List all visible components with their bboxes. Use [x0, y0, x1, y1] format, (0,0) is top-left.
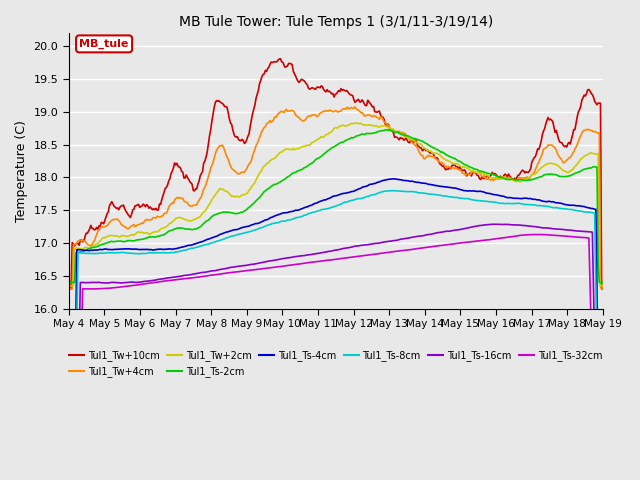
Tul1_Tw+10cm [243, 137, 251, 143]
Tul1_Ts-8cm [518, 201, 525, 207]
Tul1_Ts-8cm [512, 201, 520, 206]
Tul1_Ts-2cm [243, 207, 251, 213]
Tul1_Ts-16cm [488, 221, 496, 227]
Line: Tul1_Ts-2cm: Tul1_Ts-2cm [68, 130, 603, 283]
Tul1_Tw+10cm [76, 242, 83, 248]
Tul1_Ts-4cm [498, 193, 506, 199]
Tul1_Tw+4cm [243, 166, 251, 172]
Tul1_Ts-2cm [65, 280, 72, 286]
Tul1_Tw+2cm [353, 120, 361, 126]
Tul1_Ts-8cm [76, 250, 83, 255]
Tul1_Tw+4cm [65, 286, 72, 292]
Tul1_Tw+4cm [76, 238, 83, 244]
Tul1_Tw+2cm [518, 179, 525, 184]
Tul1_Tw+4cm [351, 104, 359, 109]
Line: Tul1_Tw+10cm: Tul1_Tw+10cm [68, 59, 603, 289]
Tul1_Ts-4cm [518, 196, 525, 202]
Tul1_Ts-16cm [518, 222, 525, 228]
Tul1_Tw+4cm [512, 177, 520, 182]
Legend: Tul1_Tw+10cm, Tul1_Tw+4cm, Tul1_Tw+2cm, Tul1_Ts-2cm, Tul1_Ts-4cm, Tul1_Ts-8cm, T: Tul1_Tw+10cm, Tul1_Tw+4cm, Tul1_Tw+2cm, … [65, 347, 606, 381]
Tul1_Tw+2cm [352, 120, 360, 126]
Tul1_Tw+10cm [512, 177, 520, 183]
Tul1_Ts-8cm [352, 196, 360, 202]
Tul1_Ts-32cm [534, 231, 541, 237]
Tul1_Tw+10cm [498, 176, 506, 181]
Tul1_Tw+10cm [65, 286, 72, 292]
Tul1_Ts-8cm [498, 200, 506, 206]
Tul1_Ts-2cm [352, 133, 360, 139]
Tul1_Ts-8cm [243, 229, 251, 235]
Tul1_Ts-2cm [381, 127, 389, 132]
Line: Tul1_Ts-32cm: Tul1_Ts-32cm [68, 234, 603, 480]
Tul1_Ts-4cm [512, 195, 520, 201]
Tul1_Ts-4cm [390, 176, 397, 181]
Tul1_Tw+10cm [518, 168, 525, 174]
Tul1_Tw+4cm [518, 175, 525, 181]
Tul1_Tw+2cm [76, 246, 83, 252]
Tul1_Tw+4cm [599, 286, 607, 292]
Tul1_Tw+10cm [276, 56, 284, 61]
Tul1_Ts-4cm [352, 187, 360, 193]
Tul1_Ts-16cm [498, 222, 506, 228]
Tul1_Tw+10cm [353, 97, 361, 103]
Tul1_Ts-16cm [512, 222, 520, 228]
Tul1_Ts-32cm [511, 233, 518, 239]
Tul1_Ts-32cm [497, 235, 504, 241]
Text: MB_tule: MB_tule [79, 39, 129, 49]
Tul1_Ts-32cm [516, 232, 524, 238]
Tul1_Tw+4cm [498, 176, 506, 182]
Tul1_Ts-2cm [599, 280, 607, 286]
Tul1_Tw+2cm [65, 283, 72, 288]
Tul1_Ts-2cm [76, 250, 83, 255]
Tul1_Ts-4cm [243, 224, 251, 229]
Line: Tul1_Ts-8cm: Tul1_Ts-8cm [68, 191, 603, 480]
Tul1_Tw+4cm [353, 107, 361, 112]
Tul1_Tw+10cm [599, 286, 607, 292]
Tul1_Ts-16cm [352, 243, 360, 249]
Tul1_Ts-2cm [498, 175, 506, 180]
Tul1_Ts-2cm [518, 177, 525, 183]
Tul1_Ts-16cm [76, 334, 83, 339]
Line: Tul1_Tw+4cm: Tul1_Tw+4cm [68, 107, 603, 289]
Tul1_Ts-32cm [76, 414, 83, 420]
Tul1_Tw+2cm [498, 175, 506, 180]
Tul1_Tw+2cm [243, 191, 251, 196]
Y-axis label: Temperature (C): Temperature (C) [15, 120, 28, 222]
Tul1_Ts-4cm [76, 247, 83, 252]
Line: Tul1_Tw+2cm: Tul1_Tw+2cm [68, 123, 603, 286]
Tul1_Tw+2cm [599, 283, 607, 288]
Line: Tul1_Ts-4cm: Tul1_Ts-4cm [68, 179, 603, 480]
Tul1_Ts-32cm [243, 268, 251, 274]
Line: Tul1_Ts-16cm: Tul1_Ts-16cm [68, 224, 603, 480]
Tul1_Tw+2cm [512, 179, 520, 184]
Tul1_Ts-2cm [512, 177, 520, 182]
Title: MB Tule Tower: Tule Temps 1 (3/1/11-3/19/14): MB Tule Tower: Tule Temps 1 (3/1/11-3/19… [179, 15, 493, 29]
Tul1_Ts-8cm [390, 188, 397, 193]
Tul1_Ts-16cm [243, 263, 251, 268]
Tul1_Ts-32cm [352, 254, 360, 260]
